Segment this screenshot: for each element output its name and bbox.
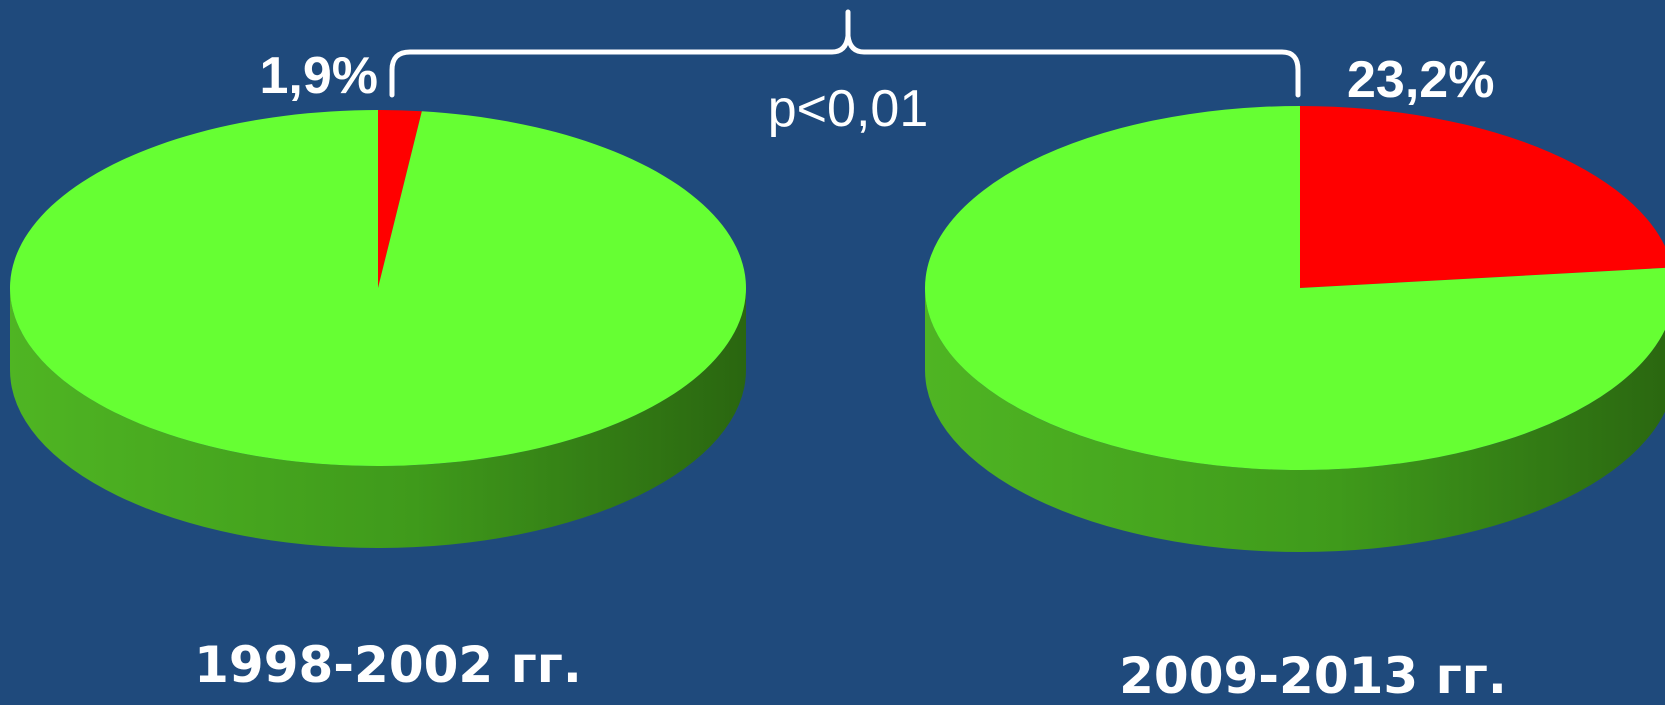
period-caption-2009-2013: 2009-2013 гг. bbox=[1119, 647, 1507, 705]
slice-label-2009-2013: 23,2% bbox=[1347, 51, 1494, 109]
pie-slice-2009-2013-0 bbox=[1300, 106, 1665, 288]
pie-chart-2009-2013 bbox=[925, 106, 1665, 552]
period-caption-1998-2002: 1998-2002 гг. bbox=[194, 636, 582, 694]
pie-chart-1998-2002 bbox=[10, 110, 746, 548]
p-value-label: p<0,01 bbox=[768, 80, 929, 138]
slice-label-1998-2002: 1,9% bbox=[259, 47, 378, 105]
